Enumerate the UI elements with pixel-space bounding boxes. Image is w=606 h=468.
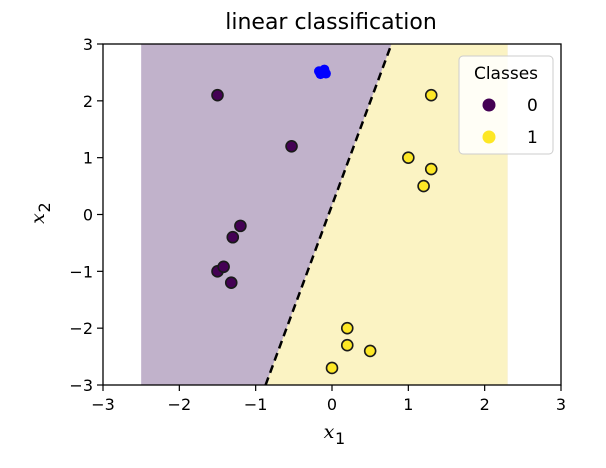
x-tick-label: −3 bbox=[91, 395, 115, 414]
chart-title: linear classification bbox=[225, 10, 437, 35]
x-axis-label-text: x bbox=[324, 421, 335, 443]
y-tick-label: −1 bbox=[69, 262, 93, 281]
highlight-points bbox=[314, 64, 331, 80]
class-0-point bbox=[211, 88, 224, 102]
x-tick-label: 0 bbox=[327, 395, 337, 414]
legend-marker-class-1 bbox=[482, 130, 496, 144]
x-axis-label: x 1 bbox=[324, 421, 346, 448]
y-tick-label: 3 bbox=[83, 35, 93, 54]
class-1-point bbox=[424, 88, 438, 102]
y-tick-label: 0 bbox=[83, 206, 93, 225]
y-tick-label: −2 bbox=[69, 319, 93, 338]
legend-label-class-1: 1 bbox=[527, 128, 538, 148]
class-1-point bbox=[325, 361, 339, 375]
x-tick-label: −1 bbox=[244, 395, 268, 414]
x-tick-label: −2 bbox=[168, 395, 192, 414]
x-tick-label: 2 bbox=[480, 395, 490, 414]
y-tick-label: 2 bbox=[83, 92, 93, 111]
highlight-point bbox=[319, 64, 330, 75]
y-tick-label: 1 bbox=[83, 149, 93, 168]
y-axis-label: x2 bbox=[27, 202, 54, 224]
class-1-point bbox=[340, 338, 354, 352]
legend-label-class-0: 0 bbox=[527, 96, 538, 116]
decision-boundary-line bbox=[264, 43, 393, 386]
legend-marker-class-0 bbox=[482, 98, 496, 112]
y-axis-label-text: x bbox=[27, 213, 49, 224]
x-tick-label: 3 bbox=[556, 395, 566, 414]
class-1-point bbox=[340, 321, 354, 335]
x-axis-label-subscript: 1 bbox=[335, 429, 345, 448]
class-0-point bbox=[224, 276, 238, 290]
class-1-point bbox=[402, 151, 415, 164]
class-0-point bbox=[217, 260, 230, 274]
class-0-point bbox=[285, 140, 298, 153]
x-tick-label: 1 bbox=[403, 395, 413, 414]
legend-entries: 01 bbox=[482, 96, 538, 148]
class-0-point bbox=[234, 219, 247, 233]
x-axis: −3 −2 −1 0 1 2 3 bbox=[91, 385, 566, 414]
y-axis: −3 −2 −1 0 1 2 3 bbox=[69, 35, 103, 395]
y-tick-label: −3 bbox=[69, 376, 93, 395]
class-1-point bbox=[424, 162, 438, 176]
scatter-points bbox=[211, 88, 438, 375]
class-1-point bbox=[417, 179, 430, 193]
legend: Classes 01 bbox=[458, 55, 554, 155]
plot-area bbox=[102, 43, 562, 386]
class-1-point bbox=[363, 344, 377, 358]
class-1-region bbox=[265, 44, 508, 385]
y-axis-label-subscript: 2 bbox=[35, 202, 54, 212]
class-0-point bbox=[226, 230, 240, 244]
legend-box bbox=[458, 55, 554, 155]
legend-title: Classes bbox=[474, 64, 538, 84]
